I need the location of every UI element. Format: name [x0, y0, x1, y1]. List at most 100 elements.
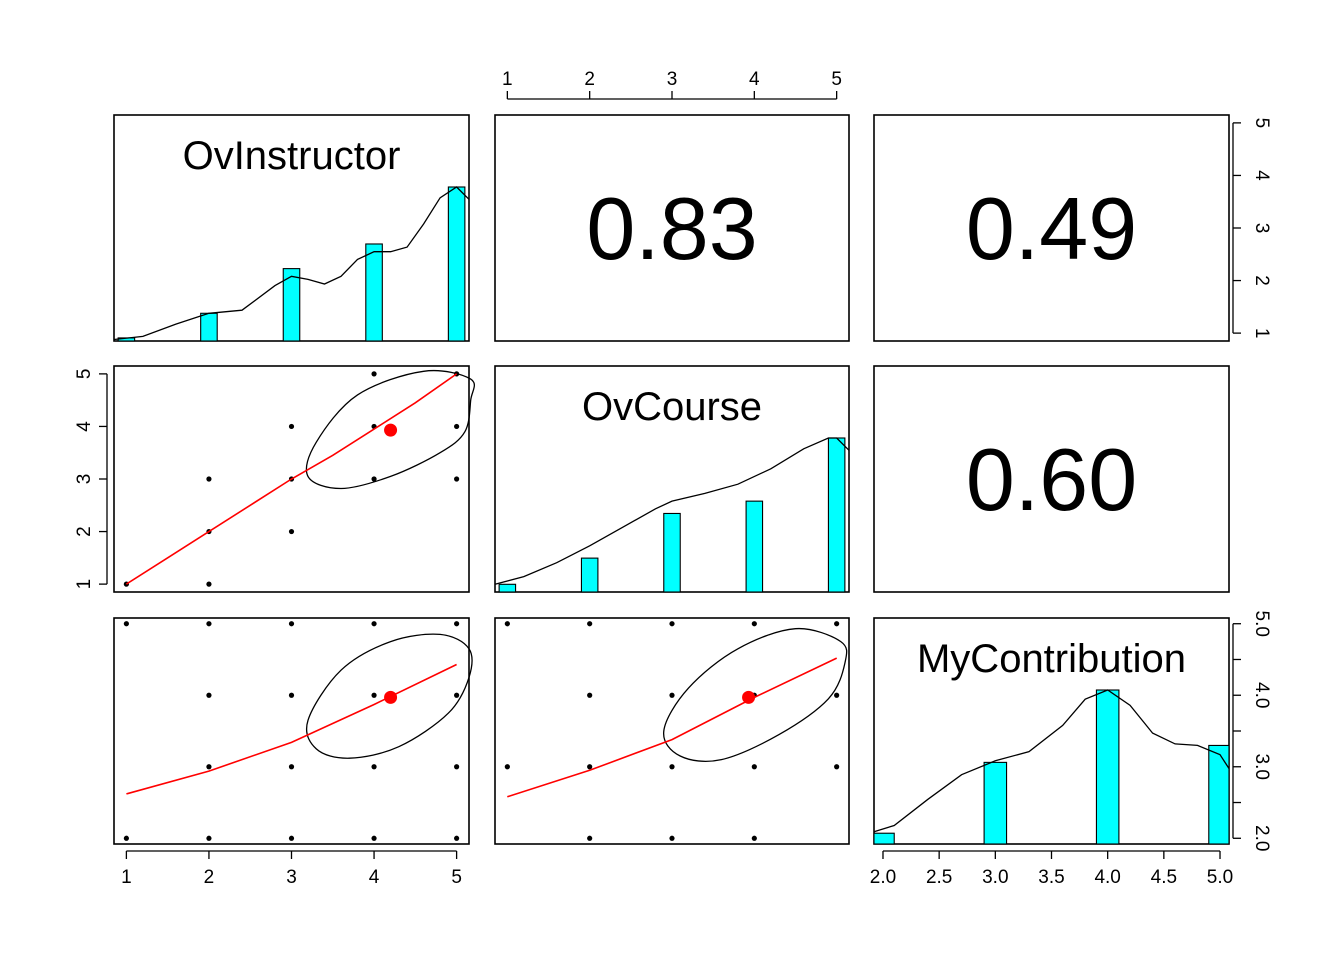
- scatter-point: [834, 764, 840, 770]
- density-curve: [494, 437, 850, 585]
- histogram-bar: [663, 512, 681, 593]
- tick-label: 3: [1251, 223, 1272, 234]
- scatter-point: [834, 621, 840, 627]
- histogram-bar: [580, 557, 599, 593]
- scatter-point: [206, 692, 212, 698]
- variable-name-label: OvCourse: [582, 385, 762, 429]
- panel-frame-r2c0: [113, 617, 470, 845]
- scatter-point: [123, 835, 129, 841]
- mean-point: [384, 690, 398, 704]
- scatter-point: [371, 621, 377, 627]
- scatter-point: [504, 621, 510, 627]
- tick-label: 3.5: [1038, 867, 1064, 888]
- variable-name-label: MyContribution: [917, 637, 1186, 681]
- scatter-point: [288, 528, 295, 535]
- tick-label: 3: [74, 474, 95, 485]
- tick-label: 3: [286, 867, 297, 888]
- tick-label: 3.0: [982, 867, 1008, 888]
- correlation-value: 0.60: [966, 430, 1137, 529]
- tick-label: 1: [502, 69, 513, 90]
- tick-label: 2.0: [870, 867, 896, 888]
- scatter-point: [587, 835, 593, 841]
- tick-label: 5.0: [1251, 611, 1272, 637]
- scatter-point: [371, 835, 377, 841]
- histogram-bar: [1208, 744, 1230, 845]
- scatter-point: [371, 476, 377, 482]
- tick-label: 4.0: [1251, 682, 1272, 708]
- correlation-ellipse: [663, 628, 848, 762]
- tick-label: 1: [121, 867, 132, 888]
- scatter-point: [587, 764, 593, 770]
- tick-label: 2.0: [1251, 825, 1272, 851]
- tick-label: 5: [451, 867, 462, 888]
- variable-name-label: OvInstructor: [183, 134, 401, 178]
- scatter-point: [587, 621, 593, 627]
- panel-frame-r0c2: [873, 114, 1230, 342]
- loess-fit-line: [507, 657, 838, 798]
- panel-frame-r2c1: [494, 617, 850, 845]
- mean-point: [384, 423, 398, 437]
- loess-fit-line: [125, 373, 458, 585]
- scatter-point: [751, 621, 757, 627]
- scatter-point: [751, 835, 757, 841]
- density-curve: [873, 689, 1230, 833]
- correlation-value: 0.83: [586, 179, 757, 278]
- histogram-bar: [282, 268, 301, 342]
- scatter-point: [587, 692, 593, 698]
- correlation-ellipse: [305, 370, 476, 490]
- mean-point: [742, 690, 756, 704]
- panel-frame-r2c2: [873, 617, 1230, 845]
- tick-label: 2: [74, 526, 95, 537]
- tick-label: 5: [831, 69, 842, 90]
- panel-frame-r1c2: [873, 365, 1230, 593]
- tick-label: 4: [749, 69, 760, 90]
- scatter-point: [454, 764, 460, 770]
- scatter-point: [206, 581, 212, 587]
- scatter-point: [669, 621, 675, 627]
- scatter-point: [454, 621, 460, 627]
- tick-label: 4: [74, 421, 95, 432]
- panel-frame-r0c1: [494, 114, 850, 342]
- scatter-point: [669, 692, 675, 698]
- tick-label: 4.5: [1151, 867, 1177, 888]
- tick-label: 5: [74, 369, 95, 380]
- tick-label: 4: [369, 867, 380, 888]
- scatter-point: [123, 621, 129, 627]
- tick-label: 2: [584, 69, 595, 90]
- tick-label: 3: [667, 69, 678, 90]
- tick-label: 5.0: [1207, 867, 1233, 888]
- scatter-point: [669, 835, 675, 841]
- panel-frame-r1c0: [113, 365, 470, 593]
- scatter-point: [206, 476, 212, 482]
- tick-label: 2: [204, 867, 215, 888]
- scatter-point: [288, 621, 295, 627]
- tick-label: 1: [74, 579, 95, 590]
- scatter-point: [288, 764, 295, 770]
- scatter-point: [371, 764, 377, 770]
- scatter-point: [504, 764, 510, 770]
- scatter-point: [454, 476, 460, 482]
- tick-label: 3.0: [1251, 754, 1272, 780]
- histogram-bar: [498, 583, 517, 593]
- scatter-point: [669, 764, 675, 770]
- scatter-point: [206, 621, 212, 627]
- histogram-bar: [983, 761, 1008, 845]
- tick-label: 4.0: [1094, 867, 1120, 888]
- tick-label: 2: [1251, 275, 1272, 286]
- tick-label: 5: [1251, 118, 1272, 129]
- scatter-point: [288, 692, 295, 698]
- tick-label: 1: [1251, 328, 1272, 339]
- tick-label: 2.5: [926, 867, 952, 888]
- correlation-value: 0.49: [966, 179, 1137, 278]
- correlation-ellipse: [305, 633, 473, 759]
- scatter-point: [206, 764, 212, 770]
- histogram-bar: [873, 832, 895, 845]
- scatter-point: [454, 835, 460, 841]
- histogram-bar: [447, 186, 466, 342]
- tick-label: 4: [1251, 170, 1272, 181]
- histogram-bar: [827, 437, 846, 593]
- histogram-bar: [1095, 689, 1120, 845]
- scatter-point: [371, 371, 377, 377]
- histogram-bar: [745, 500, 764, 593]
